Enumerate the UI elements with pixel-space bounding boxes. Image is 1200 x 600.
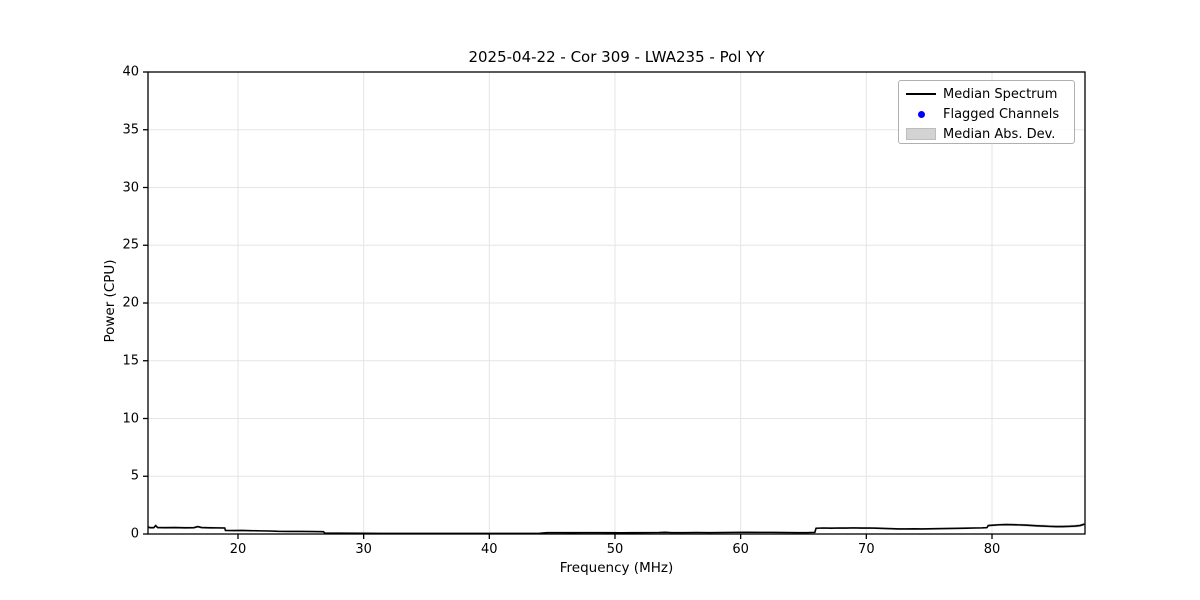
y-tick-label: 25 (122, 237, 139, 253)
legend-box: Median Spectrum Flagged Channels Median … (898, 80, 1075, 144)
x-tick-label: 60 (732, 542, 749, 557)
median-abs-dev-patch-swatch (899, 128, 943, 140)
legend-item-median-abs-dev: Median Abs. Dev. (899, 124, 1074, 144)
y-tick-label: 30 (122, 180, 139, 195)
x-tick-label: 30 (355, 542, 372, 557)
legend-item-median-spectrum: Median Spectrum (899, 84, 1074, 104)
median-spectrum-line (147, 523, 1085, 535)
y-tick-label: 35 (122, 122, 139, 138)
y-tick-label: 40 (122, 64, 139, 80)
flagged-channels-dot-swatch (899, 110, 943, 118)
legend-label: Flagged Channels (943, 106, 1060, 122)
x-tick-label: 40 (481, 542, 498, 557)
legend-label: Median Spectrum (943, 86, 1058, 102)
y-tick-label: 5 (130, 468, 139, 484)
x-tick-label: 70 (858, 542, 875, 557)
x-tick-label: 50 (606, 542, 624, 557)
y-tick-label: 10 (122, 411, 139, 426)
plot-title: 2025-04-22 - Cor 309 - LWA235 - Pol YY (468, 48, 765, 66)
x-tick-label: 20 (229, 542, 247, 557)
y-tick-label: 15 (122, 353, 139, 369)
y-tick-label: 20 (122, 295, 139, 311)
legend-label: Median Abs. Dev. (943, 126, 1056, 142)
x-tick-label: 80 (983, 542, 1001, 557)
median-spectrum-line-swatch (899, 93, 943, 95)
x-axis-label: Frequency (MHz) (559, 560, 674, 576)
legend-item-flagged-channels: Flagged Channels (899, 104, 1074, 124)
y-tick-label: 0 (130, 526, 139, 542)
